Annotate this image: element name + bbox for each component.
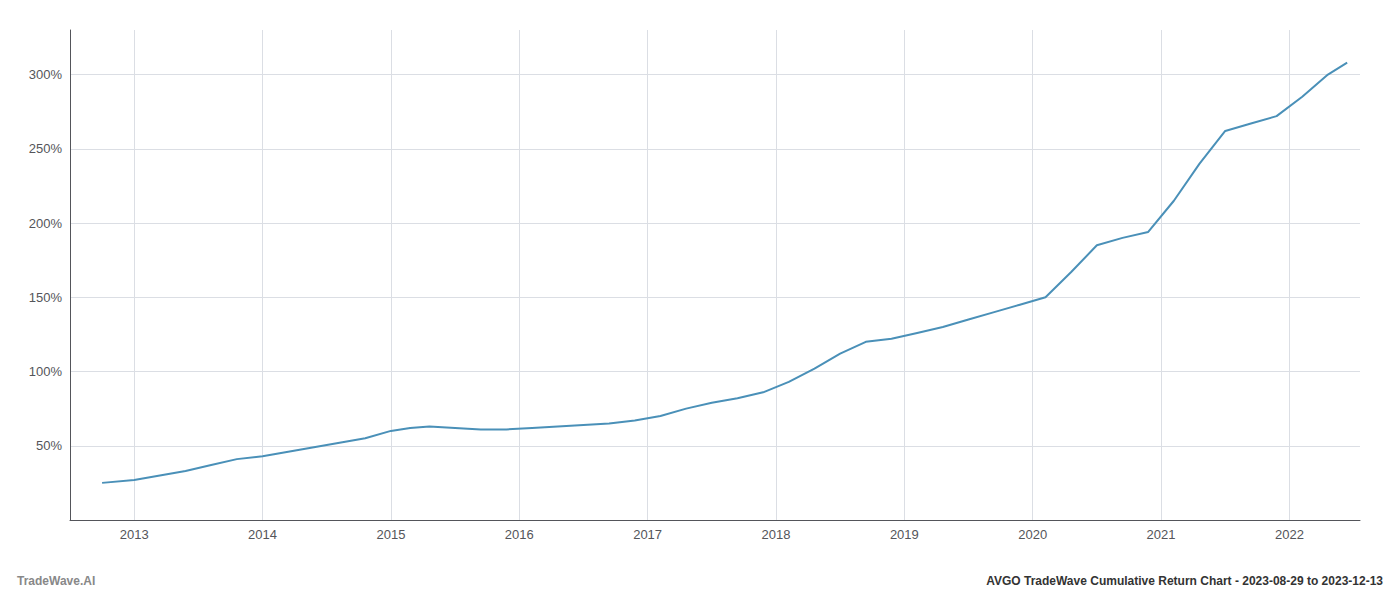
svg-text:2020: 2020 <box>1018 527 1047 542</box>
svg-text:250%: 250% <box>29 141 63 156</box>
svg-text:AVGO TradeWave Cumulative Retu: AVGO TradeWave Cumulative Return Chart -… <box>986 574 1383 588</box>
svg-text:2018: 2018 <box>762 527 791 542</box>
svg-text:100%: 100% <box>29 364 63 379</box>
svg-text:2016: 2016 <box>505 527 534 542</box>
svg-text:200%: 200% <box>29 216 63 231</box>
svg-text:TradeWave.AI: TradeWave.AI <box>17 574 95 588</box>
svg-text:2015: 2015 <box>376 527 405 542</box>
svg-text:150%: 150% <box>29 290 63 305</box>
svg-text:2014: 2014 <box>248 527 277 542</box>
svg-text:2019: 2019 <box>890 527 919 542</box>
svg-text:2022: 2022 <box>1275 527 1304 542</box>
svg-text:50%: 50% <box>36 438 62 453</box>
svg-text:300%: 300% <box>29 67 63 82</box>
svg-text:2021: 2021 <box>1147 527 1176 542</box>
svg-text:2013: 2013 <box>120 527 149 542</box>
svg-text:2017: 2017 <box>633 527 662 542</box>
